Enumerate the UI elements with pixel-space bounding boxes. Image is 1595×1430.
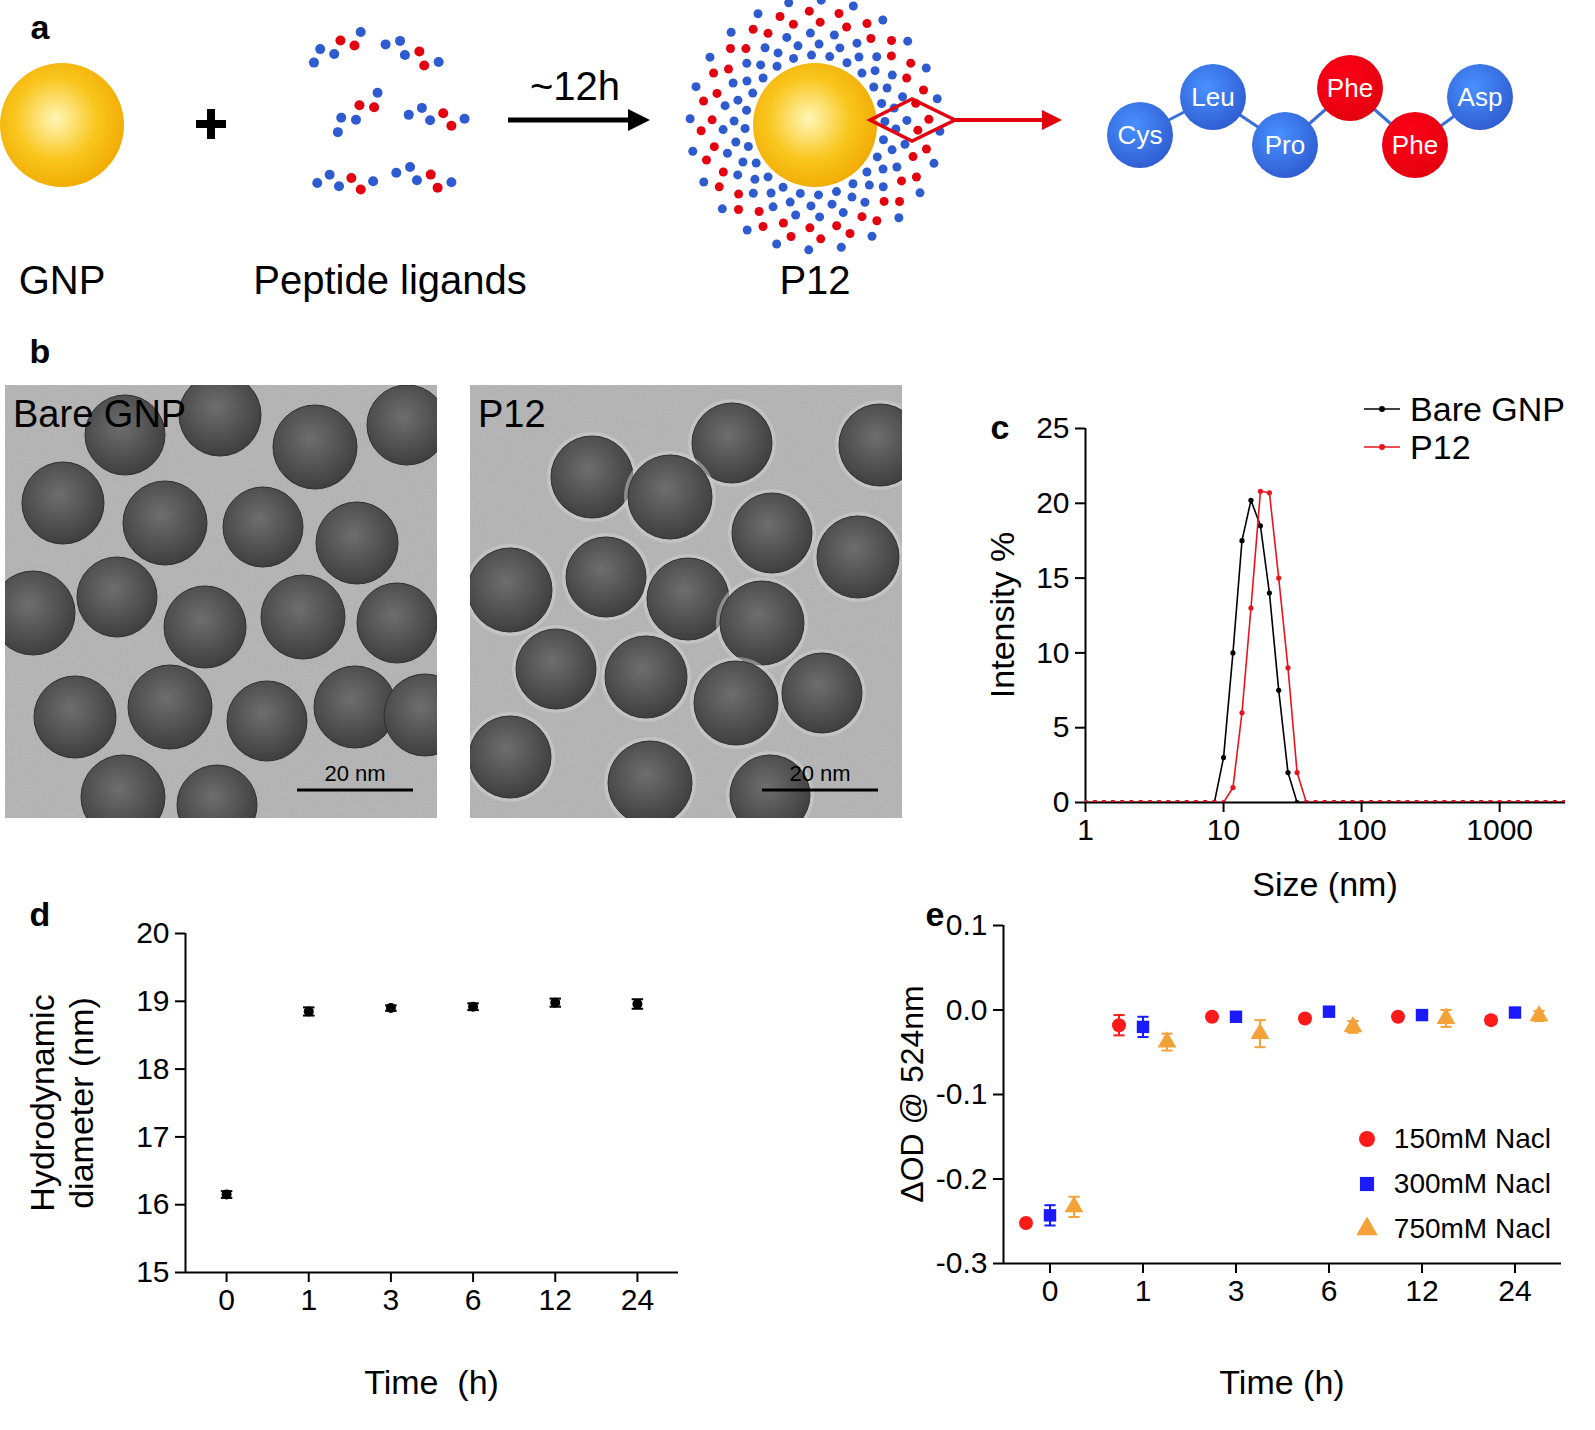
svg-text:Leu: Leu (1191, 82, 1234, 112)
svg-text:-0.2: -0.2 (936, 1162, 988, 1195)
svg-text:17: 17 (136, 1120, 169, 1153)
svg-text:10: 10 (1207, 813, 1240, 846)
svg-text:Peptide ligands: Peptide ligands (253, 258, 527, 302)
svg-text:3: 3 (1228, 1274, 1245, 1307)
svg-text:20 nm: 20 nm (324, 761, 385, 786)
svg-text:Cys: Cys (1118, 120, 1163, 150)
html-text:Bare GNP: Bare GNP (1410, 389, 1565, 428)
svg-text:Pro: Pro (1265, 130, 1305, 160)
svg-text:5: 5 (1053, 710, 1070, 743)
svg-text:~12h: ~12h (530, 64, 620, 108)
svg-text:0: 0 (1042, 1274, 1059, 1307)
svg-text:0.1: 0.1 (946, 908, 988, 941)
svg-text:20: 20 (136, 916, 169, 949)
svg-text:12: 12 (1405, 1274, 1438, 1307)
svg-text:1: 1 (1077, 813, 1094, 846)
html-text:e: e (925, 895, 945, 934)
svg-text:16: 16 (136, 1187, 169, 1220)
svg-text:100: 100 (1337, 813, 1387, 846)
svg-text:6: 6 (465, 1283, 482, 1316)
svg-text:10: 10 (1036, 636, 1069, 669)
svg-text:0: 0 (218, 1283, 235, 1316)
svg-text:Phe: Phe (1327, 73, 1373, 103)
html-text:300mM Nacl: 300mM Nacl (1393, 1167, 1551, 1199)
html-text:c: c (990, 408, 1010, 447)
html-text:d: d (29, 895, 51, 934)
svg-text:GNP: GNP (19, 258, 106, 302)
svg-text:-0.3: -0.3 (936, 1246, 988, 1279)
svg-text:18: 18 (136, 1052, 169, 1085)
svg-text:20: 20 (1036, 486, 1069, 519)
svg-text:3: 3 (383, 1283, 400, 1316)
svg-text:Asp: Asp (1458, 82, 1503, 112)
html-text:Size (nm): Size (nm) (1252, 865, 1398, 904)
html-text:Time (h): Time (h) (364, 1363, 499, 1402)
svg-text:0: 0 (1053, 785, 1070, 818)
svg-text:15: 15 (136, 1255, 169, 1288)
svg-text:1: 1 (1135, 1274, 1152, 1307)
svg-text:20 nm: 20 nm (789, 761, 850, 786)
svg-text:24: 24 (621, 1283, 654, 1316)
html-text:Time (h): Time (h) (1219, 1363, 1345, 1402)
svg-text:0.0: 0.0 (946, 993, 988, 1026)
html-text:b: b (29, 332, 51, 371)
svg-text:1: 1 (300, 1283, 317, 1316)
html-text:Intensity %: Intensity % (983, 531, 1022, 699)
svg-text:12: 12 (539, 1283, 572, 1316)
svg-text:15: 15 (1036, 561, 1069, 594)
html-text:750mM Nacl: 750mM Nacl (1393, 1212, 1551, 1244)
svg-text:1000: 1000 (1466, 813, 1533, 846)
html-text:ΔOD @ 524nm: ΔOD @ 524nm (893, 985, 930, 1203)
svg-text:25: 25 (1036, 411, 1069, 444)
svg-text:6: 6 (1321, 1274, 1338, 1307)
svg-text:P12: P12 (779, 258, 850, 302)
html-text:a: a (30, 8, 50, 47)
svg-text:Phe: Phe (1392, 130, 1438, 160)
svg-text:24: 24 (1498, 1274, 1531, 1307)
svg-text:19: 19 (136, 984, 169, 1017)
svg-text:Bare GNP: Bare GNP (13, 393, 186, 435)
html-text:150mM Nacl: 150mM Nacl (1393, 1122, 1551, 1154)
html-text:P12: P12 (1410, 427, 1471, 466)
svg-text:P12: P12 (478, 393, 546, 435)
html-text:Hydrodynamic diameter (nm): Hydrodynamic diameter (nm) (22, 993, 100, 1212)
svg-text:-0.1: -0.1 (936, 1077, 988, 1110)
